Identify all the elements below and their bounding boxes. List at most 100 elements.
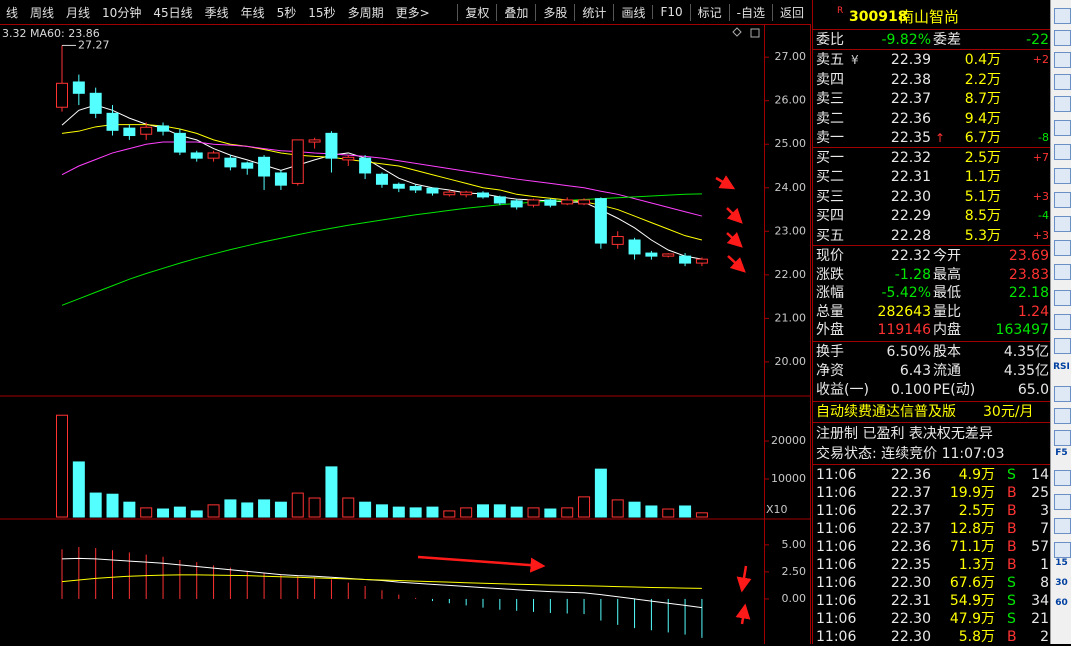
sidebar-icon[interactable]	[1054, 314, 1071, 330]
volume-bar	[359, 501, 372, 518]
stat-value: 282643	[877, 303, 931, 320]
candle-body	[342, 156, 355, 161]
volume-bar	[258, 499, 271, 518]
volume-bar	[493, 504, 506, 518]
sidebar-icon[interactable]	[1054, 494, 1071, 510]
trade-price: 22.31	[890, 593, 931, 609]
period-tab[interactable]: 5秒	[276, 5, 297, 20]
tool-button[interactable]: 复权	[457, 3, 496, 21]
sidebar-icon[interactable]	[1054, 52, 1071, 68]
period-tab[interactable]: 月线	[66, 5, 91, 20]
tool-button[interactable]: 统计	[574, 3, 613, 21]
stat-label: 最高	[933, 266, 961, 283]
stock-name: 南山智尚	[899, 8, 960, 26]
volume-bar	[190, 510, 203, 518]
tool-button[interactable]: 返回	[771, 3, 811, 21]
book-volume: 9.4万	[964, 110, 1001, 127]
sidebar-icon[interactable]	[1054, 8, 1071, 24]
volume-bar	[662, 508, 675, 518]
volume-bar	[325, 466, 338, 518]
stat-value: 22.18	[1008, 285, 1049, 301]
book-price: 22.32	[890, 149, 931, 166]
sidebar-icon[interactable]	[1054, 408, 1071, 424]
stat-label: 外盘	[816, 322, 844, 338]
sidebar-icon[interactable]	[1054, 386, 1071, 402]
tool-button[interactable]: 画线	[613, 3, 652, 21]
sidebar-label[interactable]: RSI	[1053, 362, 1070, 372]
tool-button[interactable]: 多股	[535, 3, 574, 21]
period-tab[interactable]: 多周期	[347, 5, 384, 20]
stat-value: 0.100	[890, 382, 931, 398]
book-label: 买二	[816, 169, 844, 185]
sidebar-icon[interactable]	[1054, 30, 1071, 46]
candle-body	[106, 112, 119, 131]
trade-volume: 2.5万	[958, 503, 995, 519]
sidebar-icon[interactable]	[1054, 120, 1071, 136]
trade-status: 交易状态: 连续竞价 11:07:03	[816, 446, 1005, 462]
sidebar-icon[interactable]	[1054, 430, 1071, 446]
candle-body	[258, 156, 271, 177]
period-tab[interactable]: 季线	[204, 5, 229, 20]
sidebar-icon[interactable]	[1054, 518, 1071, 534]
trade-count: 21	[1031, 611, 1049, 627]
sidebar-icon[interactable]	[1054, 470, 1071, 486]
trade-volume: 12.8万	[949, 521, 995, 537]
trade-time: 11:06	[816, 575, 857, 591]
candle-body	[173, 132, 186, 153]
sidebar-icon[interactable]	[1054, 240, 1071, 256]
trade-volume: 4.9万	[958, 467, 995, 483]
candle-body	[611, 236, 624, 245]
period-tab[interactable]: 年线	[240, 5, 265, 20]
sidebar-label[interactable]: 30	[1055, 578, 1068, 588]
y-tick-label: 20.00	[775, 355, 807, 368]
sidebar-label[interactable]: 15	[1055, 558, 1068, 568]
separator	[813, 49, 1051, 50]
quote-panel: R 300918 南山智尚 委比 -9.82% 委差 -22 卖五 ¥22.39 0.4万 +2 卖四…	[812, 0, 1051, 645]
volume-bar	[477, 504, 489, 518]
sidebar-label[interactable]: F5	[1055, 448, 1068, 458]
book-label: 买五	[816, 227, 844, 244]
book-volume: 2.5万	[964, 149, 1001, 166]
sidebar-label[interactable]: 60	[1055, 598, 1068, 608]
y-tick-label: 20000	[771, 434, 806, 447]
volume-bar	[173, 506, 186, 518]
volume-bar	[375, 504, 388, 518]
candle-body	[274, 172, 287, 186]
trade-side: B	[1007, 485, 1017, 501]
volume-bar	[392, 506, 405, 518]
tool-button[interactable]: -自选	[728, 3, 772, 21]
candle-body	[392, 183, 405, 189]
book-mark: ¥	[851, 53, 859, 67]
period-tab[interactable]: 线	[6, 5, 19, 20]
trade-count: 7	[1040, 521, 1049, 537]
candle-body	[241, 162, 254, 169]
tool-button[interactable]: 叠加	[496, 3, 535, 21]
trade-volume: 19.9万	[949, 485, 995, 501]
book-label: 卖五	[816, 52, 844, 68]
sidebar-icon[interactable]	[1054, 192, 1071, 208]
volume-bar	[308, 497, 321, 518]
y-tick-label: 22.00	[775, 268, 807, 281]
y-tick-label: 0.00	[782, 592, 807, 605]
sidebar-icon[interactable]	[1054, 144, 1071, 160]
candle-body	[190, 152, 203, 159]
y-tick-label: 26.00	[775, 94, 807, 107]
period-tab[interactable]: 周线	[30, 5, 55, 20]
sidebar-icon[interactable]	[1054, 264, 1071, 280]
sidebar-icon[interactable]	[1054, 542, 1071, 558]
sidebar-icon[interactable]	[1054, 290, 1071, 306]
period-tab[interactable]: 更多>	[395, 5, 430, 20]
book-price: 22.36	[890, 110, 931, 127]
sidebar-icon[interactable]	[1054, 168, 1071, 184]
chart-icons	[732, 27, 760, 38]
sidebar-icon[interactable]	[1054, 338, 1071, 354]
period-tab[interactable]: 15秒	[308, 5, 336, 20]
sidebar-icon[interactable]	[1054, 74, 1071, 90]
sidebar-icon[interactable]	[1054, 216, 1071, 232]
period-tab[interactable]: 10分钟	[102, 5, 142, 20]
period-tabs: 线周线 月线 10分钟 45日线 季线 年线 5秒 15秒 多周期 更多>	[0, 0, 436, 24]
tool-button[interactable]: F10	[652, 5, 689, 19]
period-tab[interactable]: 45日线	[153, 5, 193, 20]
sidebar-icon[interactable]	[1054, 96, 1071, 112]
tool-button[interactable]: 标记	[689, 3, 729, 21]
